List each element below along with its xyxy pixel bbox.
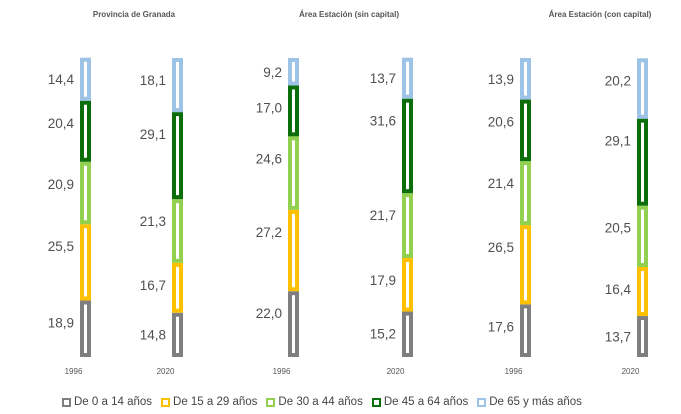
bar-segment: [288, 136, 299, 210]
data-label: 17,6: [488, 319, 514, 334]
bar-segment: [520, 225, 531, 305]
bar-segment: [172, 112, 183, 200]
legend-label: De 15 a 29 años: [173, 396, 258, 408]
x-tick-label: 2020: [387, 367, 405, 376]
bar-segment: [288, 291, 299, 357]
legend-swatch: [371, 397, 381, 407]
legend-item-0-14: De 0 a 14 años: [62, 396, 152, 408]
bar-segment: [80, 57, 91, 101]
legend: De 0 a 14 años De 15 a 29 años De 30 a 4…: [62, 396, 582, 408]
x-tick-label: 1996: [273, 367, 291, 376]
bar-segment: [520, 58, 531, 100]
legend-label: De 45 a 64 años: [383, 396, 469, 408]
data-label: 15,2: [370, 327, 396, 342]
bar-segment: [172, 58, 183, 113]
x-tick-label: 1996: [505, 367, 523, 376]
data-label: 22,0: [256, 306, 282, 321]
data-label: 20,4: [48, 116, 75, 131]
bar-segment: [402, 193, 413, 259]
bar-segment: [80, 100, 91, 162]
legend-swatch: [477, 397, 487, 407]
data-label: 31,6: [370, 114, 396, 129]
data-label: 20,5: [605, 221, 631, 236]
legend-swatch: [62, 397, 71, 407]
data-label: 29,1: [605, 134, 631, 149]
bar-segment: [288, 85, 299, 137]
legend-item-45-64: De 45 a 64 años: [371, 396, 469, 408]
bar-segment: [402, 311, 413, 358]
bar-segment: [520, 99, 531, 162]
legend-swatch: [161, 397, 171, 407]
data-label: 21,7: [370, 208, 396, 223]
bar-segment: [520, 161, 531, 226]
data-label: 9,2: [263, 65, 282, 80]
data-label: 27,2: [256, 225, 282, 240]
data-label: 14,8: [140, 328, 166, 343]
data-label: 20,6: [488, 115, 514, 130]
bar-segment: [402, 57, 413, 99]
data-label: 26,5: [488, 240, 514, 255]
legend-label: De 65 y más años: [489, 396, 582, 408]
bar-segment: [80, 161, 91, 225]
legend-label: De 0 a 14 años: [74, 396, 153, 408]
data-label: 18,9: [48, 315, 74, 330]
data-label: 13,7: [605, 330, 631, 345]
bar-segment: [637, 118, 648, 206]
bar-segment: [288, 58, 299, 86]
bar-segment: [288, 209, 299, 292]
data-label: 21,3: [140, 214, 166, 229]
legend-item-30-44: De 30 a 44 años: [266, 396, 363, 408]
data-label: 29,1: [140, 127, 166, 142]
legend-item-65-plus: De 65 y más años: [477, 396, 582, 408]
panel-title: Provincia de Granada: [93, 10, 176, 19]
data-label: 17,0: [256, 101, 282, 116]
bar-segment: [172, 312, 183, 357]
data-label: 16,7: [140, 278, 166, 293]
bar-segment: [172, 262, 183, 313]
data-label: 21,4: [488, 176, 515, 191]
legend-label: De 30 a 44 años: [278, 396, 363, 408]
data-label: 16,4: [605, 282, 632, 297]
data-label: 20,9: [48, 177, 74, 192]
data-label: 17,9: [370, 273, 396, 288]
data-label: 13,7: [370, 71, 396, 86]
x-tick-label: 1996: [65, 367, 83, 376]
data-label: 20,2: [605, 73, 631, 88]
bar-segment: [637, 316, 648, 357]
bar-segment: [637, 205, 648, 268]
x-tick-label: 2020: [622, 367, 640, 376]
data-label: 13,9: [488, 72, 514, 87]
bar-segment: [402, 258, 413, 312]
bar-segment: [80, 300, 91, 358]
bar-segment: [80, 224, 91, 301]
x-tick-label: 2020: [157, 367, 175, 376]
legend-swatch: [266, 397, 276, 407]
bar-segment: [402, 98, 413, 194]
data-label: 25,5: [48, 239, 74, 254]
bar-segment: [637, 267, 648, 317]
bar-segment: [520, 304, 531, 358]
data-label: 14,4: [48, 72, 75, 87]
bar-segment: [637, 58, 648, 119]
panel-title: Área Estación (con capital): [549, 10, 652, 19]
data-label: 18,1: [140, 73, 166, 88]
legend-item-15-29: De 15 a 29 años: [161, 396, 257, 408]
panel-title: Área Estación (sin capital): [299, 10, 399, 19]
data-label: 24,6: [256, 151, 282, 166]
bar-segment: [172, 199, 183, 263]
